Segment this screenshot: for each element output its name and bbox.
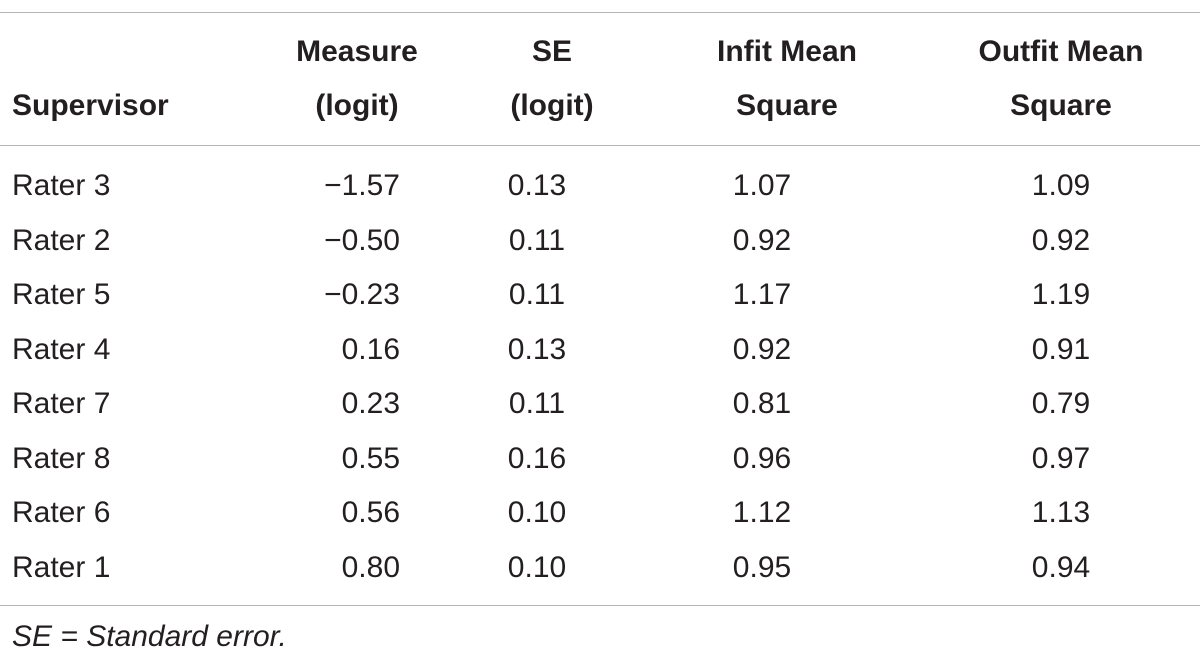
cell-se: 0.16 <box>507 441 567 475</box>
cell-measure: 0.55 <box>341 441 400 475</box>
spacer-row <box>0 145 1200 159</box>
cell-outfit: 1.09 <box>1031 169 1091 202</box>
cell-measure: 0.16 <box>341 332 400 366</box>
cell-supervisor: Rater 7 <box>12 387 111 420</box>
cell-outfit: 0.92 <box>1031 223 1091 257</box>
header-rule <box>0 145 1200 146</box>
table-footnote: SE = Standard error. <box>12 620 287 653</box>
table-row: Rater 7 0.23 0.11 0.81 0.79 <box>0 377 1200 432</box>
cell-infit: 0.96 <box>732 441 792 475</box>
header-measure: Measure (logit) <box>296 35 418 122</box>
table-row: Rater 3 −1.57 0.13 1.07 1.09 <box>0 159 1200 214</box>
bottom-rule <box>0 605 1200 606</box>
cell-outfit: 0.97 <box>1031 441 1091 475</box>
table-row: Rater 8 0.55 0.16 0.96 0.97 <box>0 432 1200 487</box>
cell-supervisor: Rater 5 <box>12 278 111 311</box>
table-row: Rater 4 0.16 0.13 0.92 0.91 <box>0 323 1200 378</box>
table-row: Rater 1 0.80 0.10 0.95 0.94 <box>0 541 1200 596</box>
cell-measure: 0.80 <box>341 550 400 584</box>
cell-measure: −1.57 <box>324 169 400 202</box>
cell-se: 0.13 <box>507 332 567 366</box>
cell-outfit: 1.19 <box>1031 278 1091 311</box>
cell-supervisor: Rater 4 <box>12 332 111 366</box>
cell-measure: 0.56 <box>341 496 400 529</box>
cell-se: 0.11 <box>508 387 566 420</box>
cell-supervisor: Rater 6 <box>12 496 111 529</box>
cell-measure: −0.50 <box>324 223 400 257</box>
table-row: Rater 2 −0.50 0.11 0.92 0.92 <box>0 214 1200 269</box>
cell-se: 0.13 <box>507 169 567 202</box>
cell-infit: 1.07 <box>732 169 792 202</box>
cell-se: 0.10 <box>507 496 567 529</box>
cell-outfit: 0.94 <box>1031 550 1091 584</box>
cell-se: 0.10 <box>507 550 567 584</box>
cell-supervisor: Rater 8 <box>12 441 111 475</box>
cell-infit: 1.12 <box>732 496 792 529</box>
cell-se: 0.11 <box>508 223 566 257</box>
header-infit: Infit Mean Square <box>717 35 857 122</box>
cell-infit: 0.92 <box>732 332 792 366</box>
top-rule <box>0 12 1200 13</box>
table-row: Rater 6 0.56 0.10 1.12 1.13 <box>0 486 1200 541</box>
header-se: SE (logit) <box>510 35 594 122</box>
header-row: Supervisor Measure (logit) SE (logit) In… <box>0 13 1200 145</box>
cell-infit: 0.92 <box>732 223 792 257</box>
cell-se: 0.11 <box>508 278 566 311</box>
table-row: Rater 5 −0.23 0.11 1.17 1.19 <box>0 268 1200 323</box>
cell-infit: 0.95 <box>732 550 792 584</box>
cell-measure: 0.23 <box>341 387 400 420</box>
cell-outfit: 0.79 <box>1031 387 1091 420</box>
header-supervisor: Supervisor <box>12 89 169 122</box>
cell-infit: 0.81 <box>732 387 792 420</box>
cell-supervisor: Rater 1 <box>12 550 111 584</box>
cell-outfit: 1.13 <box>1031 496 1091 529</box>
cell-measure: −0.23 <box>324 278 400 311</box>
cell-supervisor: Rater 2 <box>12 223 111 257</box>
header-outfit: Outfit Mean Square <box>978 35 1144 122</box>
cell-outfit: 0.91 <box>1031 332 1091 366</box>
cell-infit: 1.17 <box>732 278 792 311</box>
table-body: Rater 3 −1.57 0.13 1.07 1.09 Rater 2 −0.50 0.11… <box>0 145 1200 595</box>
cell-supervisor: Rater 3 <box>12 169 111 202</box>
rater-measures-table: Supervisor Measure (logit) SE (logit) In… <box>0 13 1200 595</box>
